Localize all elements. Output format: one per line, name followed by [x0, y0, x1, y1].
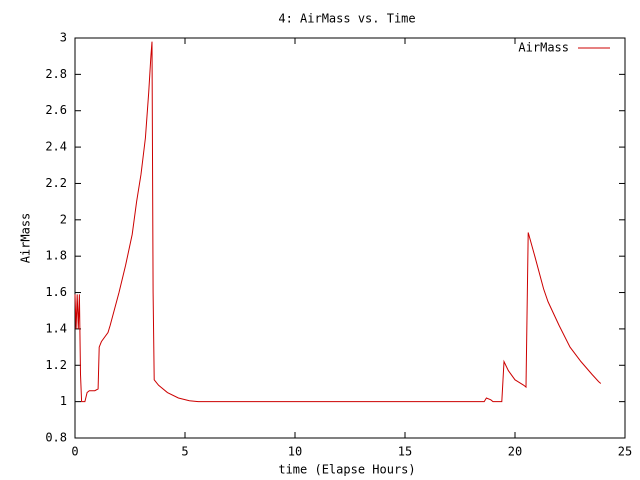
y-tick-label: 2.6	[45, 103, 67, 117]
y-tick-label: 1.4	[45, 321, 67, 335]
data-line	[74, 41, 602, 403]
legend-label: AirMass	[518, 41, 569, 55]
y-tick-label: 1	[60, 394, 67, 408]
y-axis-label: AirMass	[19, 213, 33, 264]
y-tick-label: 2.4	[45, 140, 67, 154]
y-tick-label: 1.6	[45, 285, 67, 299]
y-tick-label: 0.8	[45, 431, 67, 445]
y-tick-label: 1.2	[45, 358, 67, 372]
y-tick-label: 3	[60, 31, 67, 45]
x-axis-label: time (Elapse Hours)	[278, 463, 415, 477]
y-tick-label: 2.2	[45, 176, 67, 190]
x-tick-label: 5	[181, 445, 188, 459]
x-tick-label: 10	[288, 445, 302, 459]
x-tick-label: 25	[618, 445, 632, 459]
x-tick-label: 15	[398, 445, 412, 459]
x-tick-label: 20	[508, 445, 522, 459]
y-tick-label: 1.8	[45, 249, 67, 263]
chart-title: 4: AirMass vs. Time	[278, 12, 415, 26]
x-tick-label: 0	[71, 445, 78, 459]
plot-border	[74, 37, 626, 439]
y-tick-label: 2.8	[45, 67, 67, 81]
y-tick-label: 2	[60, 212, 67, 226]
